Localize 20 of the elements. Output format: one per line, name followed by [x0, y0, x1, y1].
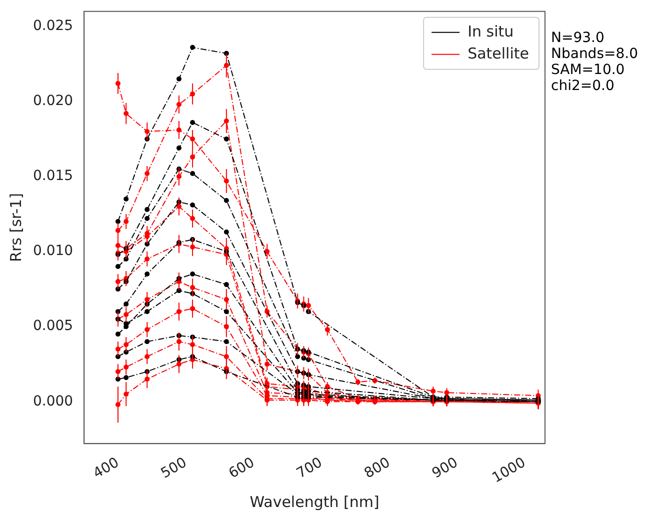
x-tick-label: 500	[158, 454, 190, 482]
y-axis-title: Rrs [sr-1]	[6, 193, 25, 262]
y-tick-label: 0.025	[32, 18, 74, 34]
x-axis-title: Wavelength [nm]	[250, 492, 380, 511]
legend-label: In situ	[468, 22, 514, 40]
text: chi2=0.0	[551, 78, 614, 94]
y-tick-label: 0.010	[32, 243, 74, 260]
text: N=93.0	[551, 30, 604, 46]
text: Nbands=8.0	[551, 46, 638, 62]
x-tick-label: 600	[226, 454, 258, 482]
text: SAM=10.0	[551, 62, 625, 78]
y-tick-label: 0.005	[32, 318, 74, 334]
x-tick-label: 700	[294, 454, 326, 482]
y-tick-label: 0.020	[32, 93, 74, 110]
y-tick-label: 0.015	[32, 168, 74, 184]
x-tick-label: 800	[362, 454, 393, 482]
x-tick-label: 400	[90, 454, 122, 482]
legend-label: Satellite	[468, 44, 529, 62]
x-tick-label: 900	[430, 454, 461, 482]
y-tick-label: 0.000	[32, 393, 74, 410]
